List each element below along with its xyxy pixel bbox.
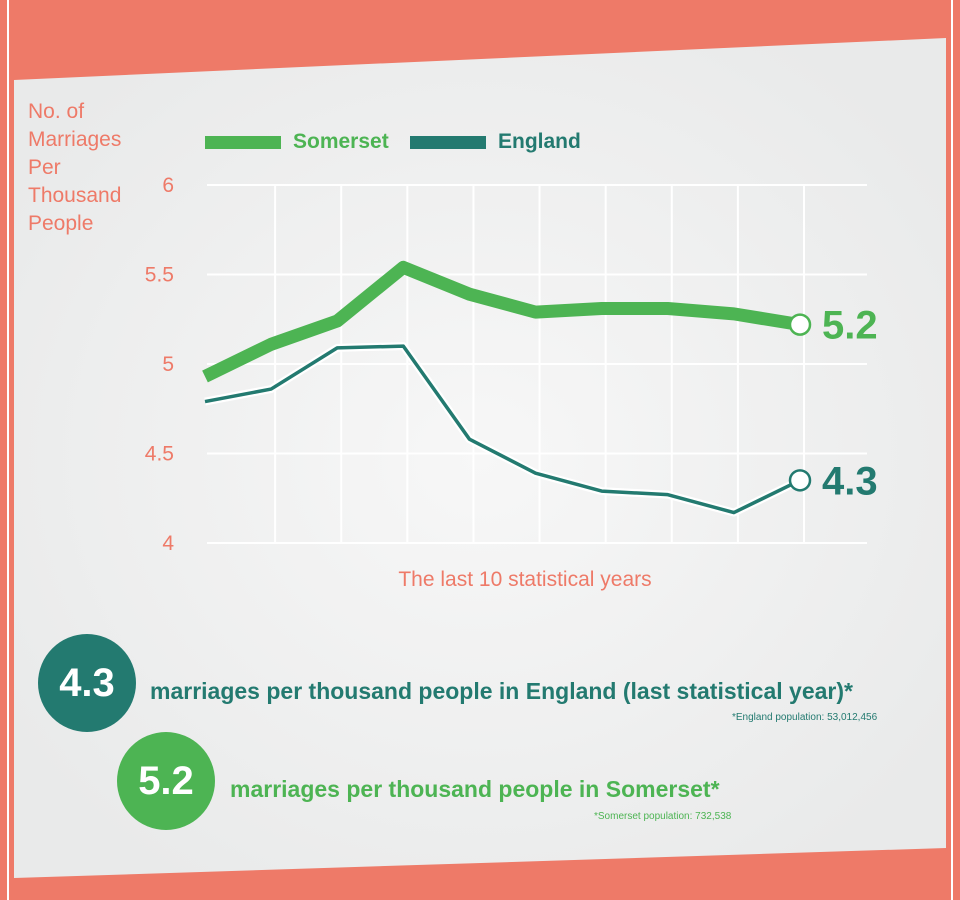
legend-label-somerset: Somerset xyxy=(293,130,389,153)
england-footnote: *England population: 53,012,456 xyxy=(732,712,878,723)
y-tick-labels: 6 5.5 5 4.5 4 xyxy=(145,174,175,555)
england-stat-text: marriages per thousand people in England… xyxy=(150,678,853,704)
somerset-stat-text: marriages per thousand people in Somerse… xyxy=(230,776,720,802)
somerset-footnote: *Somerset population: 732,538 xyxy=(594,811,732,822)
end-marker-england xyxy=(788,469,812,492)
england-value-badge: 4.3 xyxy=(38,634,136,732)
series-halo-england xyxy=(204,342,802,517)
x-axis-title: The last 10 statistical years xyxy=(398,568,652,591)
legend-item-somerset: Somerset xyxy=(205,130,389,154)
somerset-value-badge: 5.2 xyxy=(117,732,215,830)
series-lines xyxy=(202,260,802,517)
y-axis-title: No. of Marriages Per Thousand People xyxy=(28,100,122,235)
series-line-england xyxy=(204,344,801,515)
legend-label-england: England xyxy=(498,130,581,153)
legend-item-england: England xyxy=(410,130,581,154)
y-tick-label: 4.5 xyxy=(145,443,174,466)
y-tick-label: 4 xyxy=(162,532,174,555)
legend-swatch-england xyxy=(410,135,486,149)
end-markers: 5.2 4.3 xyxy=(788,304,878,503)
series-line-somerset xyxy=(202,260,802,383)
y-tick-label: 5 xyxy=(162,353,174,376)
end-marker-somerset xyxy=(788,313,812,336)
end-label-england: 4.3 xyxy=(822,459,878,503)
legend-swatch-somerset xyxy=(205,135,281,149)
y-tick-label: 6 xyxy=(162,174,174,197)
end-label-somerset: 5.2 xyxy=(822,304,878,348)
y-tick-label: 5.5 xyxy=(145,264,174,287)
panel xyxy=(14,38,946,878)
